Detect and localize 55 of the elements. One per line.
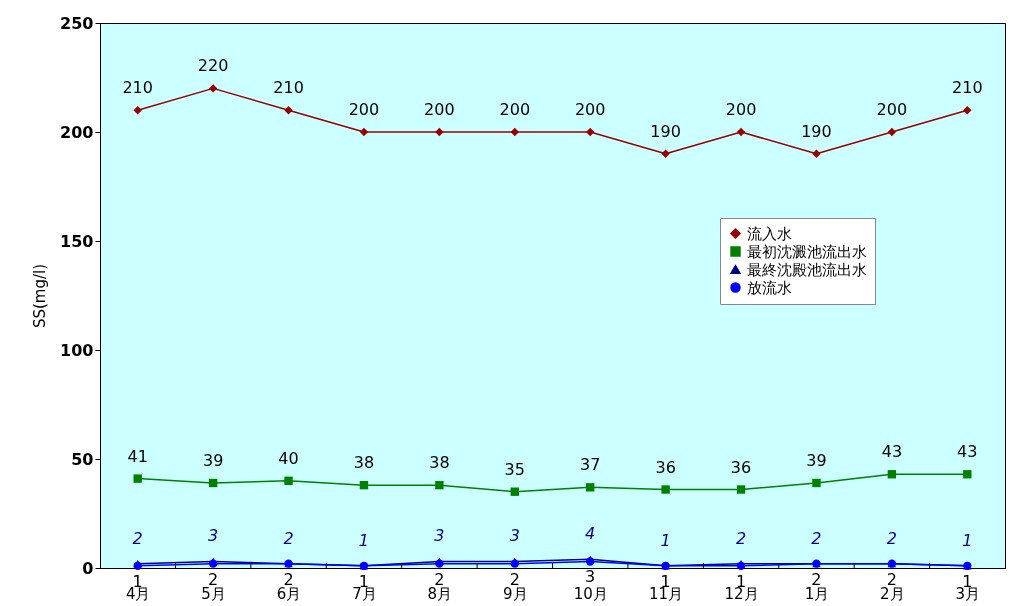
data-label: 38 <box>429 453 450 473</box>
data-label: 200 <box>725 100 757 119</box>
legend-label: 放流水 <box>747 278 792 297</box>
data-label: 2 <box>886 528 897 548</box>
x-tick-label: 9月 <box>503 584 528 603</box>
x-tick-label: 2月 <box>880 584 905 603</box>
data-label: 36 <box>655 457 676 477</box>
data-label: 37 <box>580 455 601 475</box>
data-label: 43 <box>957 442 978 462</box>
data-label: 2 <box>132 528 143 548</box>
data-label: 220 <box>197 56 229 76</box>
data-label: 2 <box>735 528 747 548</box>
y-tick-label: 100 <box>60 340 94 360</box>
data-label: 190 <box>650 121 681 141</box>
data-label: 200 <box>574 100 606 119</box>
y-axis-title: SS(mg/l) <box>31 263 50 329</box>
data-label: 43 <box>881 442 903 462</box>
data-label: 3 <box>509 526 520 546</box>
data-label: 200 <box>876 100 908 119</box>
data-label: 2 <box>283 528 294 548</box>
y-tick-label: 150 <box>60 231 94 251</box>
data-label: 38 <box>353 453 375 473</box>
data-label: 210 <box>122 78 153 98</box>
x-tick-label: 1月 <box>804 584 830 603</box>
x-tick-label: 6月 <box>276 584 302 603</box>
x-tick-label: 5月 <box>201 584 226 603</box>
data-label: 190 <box>801 121 832 141</box>
data-label: 36 <box>730 457 752 477</box>
data-label: 1 <box>358 530 370 550</box>
data-label: 200 <box>348 100 380 119</box>
data-label: 2 <box>811 528 822 548</box>
y-tick-label: 200 <box>60 122 94 142</box>
data-label: 210 <box>273 78 304 98</box>
data-label: 3 <box>208 526 219 546</box>
data-label: 39 <box>202 450 224 470</box>
data-label: 200 <box>499 100 531 119</box>
data-label: 3 <box>585 567 596 587</box>
legend-label: 最初沈澱池流出水 <box>747 242 867 261</box>
data-label: 40 <box>278 448 299 468</box>
legend-label: 最終沈殿池流出水 <box>747 260 867 279</box>
y-tick-label: 50 <box>71 449 94 469</box>
legend-label: 流入水 <box>747 224 792 243</box>
data-label: 200 <box>424 100 455 119</box>
y-tick-label: 250 <box>60 13 94 33</box>
y-tick-label: 0 <box>82 558 94 578</box>
data-label: 1 <box>660 530 671 550</box>
data-label: 1 <box>962 530 973 550</box>
x-tick-label: 8月 <box>427 584 453 603</box>
x-tick-label: 10月 <box>573 584 608 603</box>
data-label: 35 <box>504 459 525 479</box>
data-label: 39 <box>806 450 827 470</box>
data-label: 41 <box>127 446 148 466</box>
data-label: 4 <box>585 524 596 544</box>
data-label: 210 <box>952 78 983 98</box>
data-label: 3 <box>434 526 445 546</box>
